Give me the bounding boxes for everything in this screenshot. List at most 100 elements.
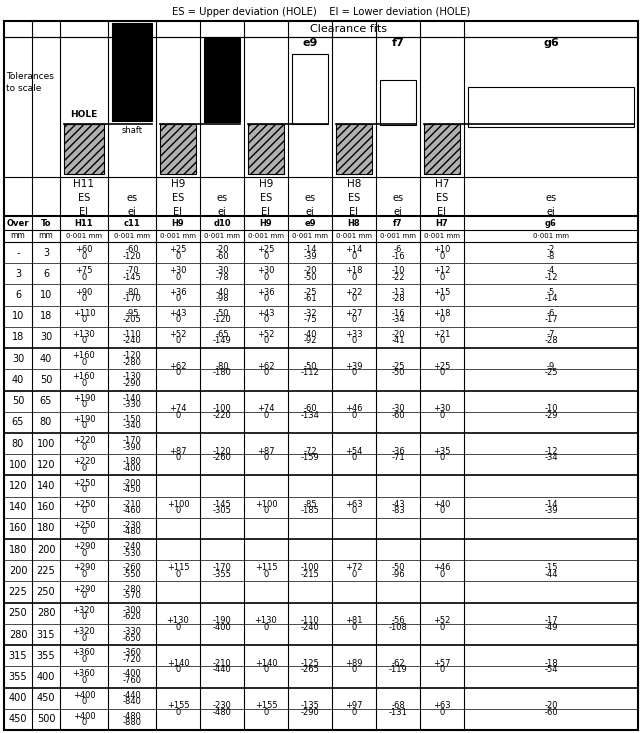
- Text: 500: 500: [37, 715, 55, 724]
- Text: -240: -240: [123, 336, 141, 345]
- Text: c11: c11: [123, 218, 140, 227]
- Text: H11: H11: [75, 218, 93, 227]
- Text: 0: 0: [82, 697, 87, 706]
- Text: -39: -39: [544, 507, 558, 515]
- Text: -2: -2: [547, 245, 555, 254]
- Text: -17: -17: [544, 616, 558, 625]
- Text: -125: -125: [301, 659, 320, 668]
- Text: H8: H8: [347, 179, 361, 189]
- Text: +360: +360: [73, 648, 95, 658]
- Text: +10: +10: [433, 245, 451, 254]
- Text: +87: +87: [257, 446, 275, 456]
- Text: -62: -62: [391, 659, 405, 668]
- Text: -54: -54: [544, 666, 557, 674]
- Text: -149: -149: [213, 336, 231, 345]
- Text: 200: 200: [9, 566, 27, 576]
- Text: 0: 0: [351, 368, 357, 377]
- Text: 0: 0: [439, 336, 444, 345]
- Text: -36: -36: [391, 446, 405, 456]
- Text: -130: -130: [123, 372, 141, 381]
- Text: -20: -20: [215, 245, 229, 254]
- Text: +22: +22: [345, 287, 363, 297]
- Text: -480: -480: [123, 712, 141, 721]
- Text: +155: +155: [167, 701, 189, 710]
- Text: 0: 0: [82, 485, 87, 494]
- Text: +25: +25: [169, 245, 186, 254]
- Text: +140: +140: [167, 659, 189, 668]
- Text: 6: 6: [15, 290, 21, 300]
- Text: +27: +27: [345, 309, 363, 318]
- Text: 40: 40: [12, 375, 24, 385]
- Text: 0: 0: [82, 421, 87, 430]
- Text: 0: 0: [351, 708, 357, 717]
- Text: -9: -9: [547, 362, 555, 371]
- Text: 80: 80: [12, 438, 24, 449]
- Text: +115: +115: [167, 564, 189, 572]
- Text: ES
EI: ES EI: [436, 193, 448, 217]
- Bar: [112, 23, 152, 121]
- Text: -100: -100: [301, 564, 320, 572]
- Text: 120: 120: [9, 481, 27, 491]
- Text: +30: +30: [433, 404, 451, 413]
- Text: -22: -22: [391, 273, 404, 281]
- Text: -260: -260: [123, 564, 141, 572]
- Text: 180: 180: [37, 523, 55, 534]
- Text: 0: 0: [176, 368, 181, 377]
- Text: +57: +57: [433, 659, 451, 668]
- Text: 65: 65: [12, 417, 24, 427]
- Text: -20: -20: [391, 330, 404, 339]
- Text: -10: -10: [391, 266, 404, 276]
- Text: -85: -85: [303, 500, 317, 509]
- Text: 0: 0: [82, 528, 87, 537]
- Text: 0: 0: [439, 666, 444, 674]
- Text: 0: 0: [176, 251, 181, 261]
- Text: -92: -92: [303, 336, 317, 345]
- Text: e9: e9: [304, 218, 316, 227]
- Text: 0: 0: [82, 336, 87, 345]
- Bar: [248, 124, 284, 174]
- Text: -60: -60: [303, 404, 317, 413]
- Text: 0: 0: [264, 708, 269, 717]
- Text: H8: H8: [348, 218, 360, 227]
- Text: -650: -650: [123, 633, 141, 643]
- Text: -28: -28: [544, 336, 558, 345]
- Text: +160: +160: [73, 351, 95, 360]
- Text: -150: -150: [123, 415, 141, 424]
- Text: shaft: shaft: [122, 126, 143, 135]
- Text: Tolerances
to scale: Tolerances to scale: [6, 72, 54, 93]
- Text: -240: -240: [301, 623, 320, 632]
- Text: -120: -120: [123, 251, 141, 261]
- Text: -40: -40: [215, 287, 229, 297]
- Text: -400: -400: [123, 464, 141, 473]
- Text: +43: +43: [169, 309, 186, 318]
- Text: 280: 280: [9, 630, 27, 639]
- Text: -50: -50: [303, 273, 317, 281]
- Text: -56: -56: [391, 616, 405, 625]
- Text: +36: +36: [169, 287, 187, 297]
- Text: -112: -112: [301, 368, 320, 377]
- Text: -20: -20: [303, 266, 317, 276]
- Text: -95: -95: [125, 309, 139, 318]
- Text: -30: -30: [391, 404, 405, 413]
- Text: +63: +63: [433, 701, 451, 710]
- Text: +400: +400: [73, 690, 95, 700]
- Text: +290: +290: [73, 564, 95, 572]
- Text: 0: 0: [351, 251, 357, 261]
- Text: H9: H9: [260, 218, 273, 227]
- Text: -390: -390: [123, 443, 141, 452]
- Text: -60: -60: [125, 245, 139, 254]
- Text: 0·001 mm: 0·001 mm: [292, 233, 328, 239]
- Text: +220: +220: [73, 457, 95, 466]
- Text: +12: +12: [433, 266, 451, 276]
- Text: 0: 0: [439, 273, 444, 281]
- Text: 50: 50: [40, 375, 52, 385]
- Text: -280: -280: [123, 358, 141, 366]
- Text: 0: 0: [82, 443, 87, 452]
- Text: -15: -15: [544, 564, 557, 572]
- Text: 0: 0: [176, 507, 181, 515]
- Text: +39: +39: [345, 362, 363, 371]
- Text: -6: -6: [547, 309, 555, 318]
- Text: +46: +46: [433, 564, 451, 572]
- Text: +72: +72: [345, 564, 363, 572]
- Text: -39: -39: [303, 251, 317, 261]
